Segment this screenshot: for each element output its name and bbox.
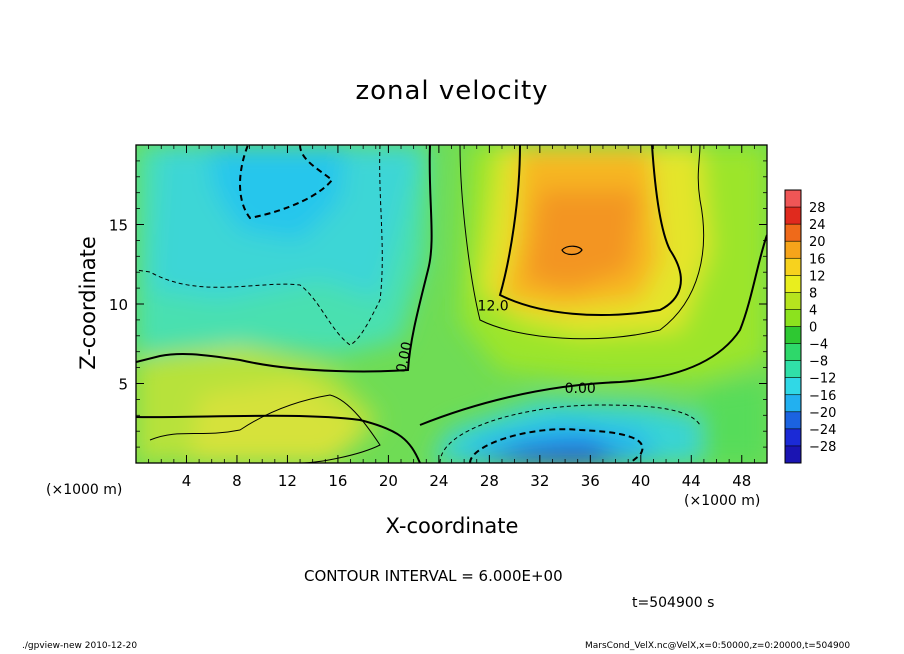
colorbar-label: 4: [809, 303, 817, 318]
colorbar-bin: [785, 377, 801, 396]
colorbar-bin: [785, 292, 801, 310]
colorbar: 28 24 20 16 12 8 4 0 −4 −8 −12 −16 −20 −24 −28: [784, 189, 836, 464]
neg-contour-upper-dashed: [239, 145, 334, 220]
colorbar-bin: [785, 275, 801, 293]
x-tick-label: 48: [732, 472, 751, 490]
pos-contour-thin-lower-left: [149, 394, 381, 463]
colorbar-bin: [785, 411, 801, 430]
velocity-field: [136, 145, 767, 463]
x-tick-label: 20: [379, 472, 398, 490]
x-tick-label: 8: [232, 472, 242, 490]
x-tick-label: 12: [278, 472, 297, 490]
neg-contour-upper-thin: [136, 145, 383, 346]
y-tick-label: 10: [109, 296, 128, 314]
footer-program: ./gpview-new 2010-12-20: [22, 641, 138, 651]
x-tick-label: 4: [182, 472, 192, 490]
contour-lines: [136, 145, 767, 463]
colorbar-label: 24: [809, 218, 826, 233]
twelve-contour: [498, 145, 682, 316]
x-tick-label: 40: [631, 472, 650, 490]
x-tick-label: 32: [530, 472, 549, 490]
x-axis: 4 8 12 16 20 24 28 32 36 40 44 48: [148, 145, 755, 490]
contour-label: 0.00: [394, 340, 416, 374]
colorbar-label: −12: [809, 372, 836, 387]
neg-contour-lower-thin: [439, 404, 701, 463]
y-tick-label: 15: [109, 217, 128, 235]
colorbar-bin: [785, 326, 801, 345]
time-stamp: t=504900 s: [632, 595, 715, 611]
zero-contour-bottom: [136, 414, 421, 463]
colorbar-label: −4: [809, 338, 828, 353]
y-tick-label: 5: [118, 376, 128, 394]
neg-contour-lower-dashed: [469, 428, 644, 463]
inner-contour: [561, 245, 583, 256]
contour-label: 12.0: [478, 298, 509, 314]
chart-title: zonal velocity: [355, 76, 549, 106]
x-axis-label: X-coordinate: [385, 514, 519, 538]
colorbar-bin: [785, 309, 801, 327]
colorbar-bin: [785, 207, 801, 225]
x-tick-label: 16: [328, 472, 347, 490]
x-tick-label: 36: [581, 472, 600, 490]
colorbar-bin: [785, 224, 801, 242]
colorbar-bin: [785, 343, 801, 362]
colorbar-label: 0: [809, 321, 817, 336]
contour-label-group: 12.0 0.00 0.00: [394, 298, 596, 397]
zero-contour-left: [136, 145, 433, 373]
colorbar-label: −16: [809, 389, 836, 404]
colorbar-bin: [785, 360, 801, 379]
x-tick-label: 24: [429, 472, 448, 490]
x-tick-label: 28: [480, 472, 499, 490]
pos-contour-thin-right: [459, 145, 705, 340]
colorbar-label: −8: [809, 355, 828, 370]
colorbar-label: 12: [809, 269, 826, 284]
colorbar-bin: [785, 241, 801, 259]
x-unit-label-left: (×1000 m): [46, 482, 123, 498]
y-axis-label: Z-coordinate: [76, 236, 100, 370]
colorbar-bin: [785, 394, 801, 413]
colorbar-label: 28: [809, 201, 826, 216]
contour-label: 0.00: [565, 381, 596, 397]
contour-interval-note: CONTOUR INTERVAL = 6.000E+00: [304, 567, 563, 585]
colorbar-bin: [785, 445, 801, 464]
colorbar-label: 16: [809, 252, 826, 267]
colorbar-label: −28: [809, 440, 836, 455]
colorbar-label: 20: [809, 235, 826, 250]
colorbar-bin: [785, 190, 801, 208]
x-unit-label-right: (×1000 m): [684, 493, 761, 509]
zero-contour-lower-right: [419, 234, 767, 426]
colorbar-bin: [785, 258, 801, 276]
y-axis: 5 10 15: [109, 160, 767, 448]
colorbar-label: −20: [809, 406, 836, 421]
x-tick-label: 44: [682, 472, 701, 490]
colorbar-label: 8: [809, 286, 817, 301]
colorbar-bin: [785, 428, 801, 447]
footer-source: MarsCond_VelX.nc@VelX,x=0:50000,z=0:2000…: [585, 641, 851, 651]
colorbar-label: −24: [809, 423, 836, 438]
